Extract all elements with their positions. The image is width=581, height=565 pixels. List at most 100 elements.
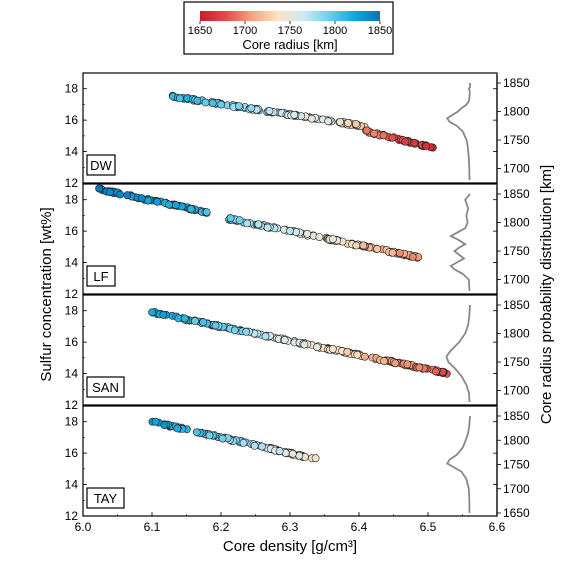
- data-point: [410, 138, 419, 147]
- data-point: [199, 318, 208, 327]
- data-point: [159, 310, 168, 319]
- y-tick-label: 12: [65, 509, 79, 523]
- data-point: [300, 340, 309, 349]
- data-point: [408, 252, 417, 261]
- x-axis: 6.0 6.1 6.2 6.3 6.4 6.5 6.6: [75, 512, 506, 534]
- data-point: [261, 332, 270, 341]
- radius-tick-label: 1850: [503, 298, 530, 312]
- data-point: [193, 96, 202, 105]
- data-point: [431, 367, 440, 376]
- data-point: [180, 314, 189, 323]
- x-tick-label: 6.1: [144, 520, 161, 534]
- data-point: [235, 216, 244, 225]
- radius-tick-label: 1800: [503, 105, 530, 119]
- y-tick-label: 14: [65, 256, 79, 270]
- radius-tick-label: 1750: [503, 133, 530, 147]
- data-point: [403, 360, 412, 369]
- radius-distribution-curve: [445, 83, 471, 181]
- radius-tick-label: 1800: [503, 433, 530, 447]
- radius-distribution-curve: [445, 415, 471, 514]
- data-point: [280, 336, 289, 344]
- data-point: [328, 345, 337, 353]
- colorbar-frame: [183, 1, 394, 55]
- x-tick-label: 6.0: [75, 520, 92, 534]
- panel-frame: [82, 72, 498, 184]
- y-tick-label: 18: [65, 193, 79, 207]
- data-point: [239, 438, 248, 447]
- data-point: [307, 114, 316, 123]
- data-point: [95, 184, 103, 193]
- colorbar-tick-label: 1750: [278, 25, 302, 37]
- data-point: [336, 118, 344, 126]
- data-point: [286, 226, 294, 235]
- panel-frame: [82, 405, 498, 517]
- x-tick-label: 6.2: [213, 520, 230, 534]
- radius-tick-label: 1750: [503, 458, 530, 472]
- y-tick-label: 12: [65, 287, 79, 301]
- data-point: [211, 321, 220, 330]
- panel-label: DW: [90, 158, 112, 173]
- data-point: [258, 442, 266, 451]
- data-point: [388, 133, 397, 142]
- x-axis-label: Core density [g/cm³]: [223, 538, 357, 555]
- panel-label-box: [86, 487, 125, 509]
- data-point: [230, 326, 239, 335]
- data-point: [360, 352, 369, 361]
- data-point: [373, 244, 381, 253]
- colorbar-tick-label: 1850: [368, 25, 392, 37]
- data-point: [208, 99, 217, 108]
- data-point: [165, 200, 173, 209]
- radius-tick-label: 1800: [503, 216, 530, 230]
- data-point: [175, 94, 184, 103]
- y-tick-label: 14: [65, 367, 79, 381]
- data-point: [217, 100, 226, 109]
- y-tick-label: 16: [65, 335, 79, 349]
- data-point: [191, 317, 199, 325]
- panels: 12 14 16 18 1700 1750 1800 1850 DW 12 14 16 18 1700 17…: [65, 72, 530, 523]
- y-tick-label: 16: [65, 113, 79, 127]
- panel-dw: 12 14 16 18 1700 1750 1800 1850 DW: [65, 72, 530, 190]
- data-point: [324, 117, 333, 126]
- data-point: [415, 363, 424, 372]
- colorbar-tick-label: 1800: [323, 25, 347, 37]
- data-point: [359, 241, 368, 250]
- panel-san: 12 14 16 18 1700 1750 1800 1850 SAN: [65, 294, 530, 412]
- data-point: [344, 119, 352, 127]
- data-point: [144, 196, 153, 205]
- data-point: [380, 357, 388, 365]
- y-axis-label: Sulfur concentration [wt%]: [38, 207, 55, 381]
- x-tick-label: 6.3: [282, 520, 299, 534]
- panel-tay: 12 14 16 18 1650 1700 1750 1800 1850 TAY: [65, 405, 530, 523]
- data-point: [192, 428, 201, 437]
- x-axis-label-main: Core density [g/cm³]: [223, 538, 357, 555]
- data-point: [263, 223, 272, 232]
- data-point: [288, 449, 297, 458]
- data-point: [295, 451, 304, 460]
- y-tick-label: 16: [65, 224, 79, 238]
- x-tick-label: 6.4: [351, 520, 368, 534]
- radius-tick-label: 1650: [503, 506, 530, 520]
- radius-tick-label: 1700: [503, 482, 530, 496]
- data-point: [186, 205, 195, 213]
- data-point: [153, 197, 162, 206]
- data-point: [218, 434, 227, 443]
- radius-tick-label: 1850: [503, 76, 530, 90]
- radius-tick-label: 1700: [503, 162, 530, 176]
- y-tick-label: 18: [65, 415, 79, 429]
- data-point: [313, 343, 321, 352]
- data-point: [202, 208, 211, 216]
- right-axis-label: Core radius probability distribution [km…: [538, 165, 555, 424]
- y-tick-label: 12: [65, 176, 79, 190]
- data-point: [242, 327, 251, 336]
- data-point: [370, 129, 378, 138]
- radius-tick-label: 1700: [503, 384, 530, 398]
- y-tick-label: 18: [65, 304, 79, 318]
- data-point: [254, 220, 263, 229]
- panel-label-box: [86, 376, 125, 398]
- data-point: [148, 308, 156, 317]
- y-tick-label: 16: [65, 446, 79, 460]
- data-point: [401, 137, 410, 146]
- data-point: [275, 447, 284, 455]
- data-point: [234, 102, 243, 110]
